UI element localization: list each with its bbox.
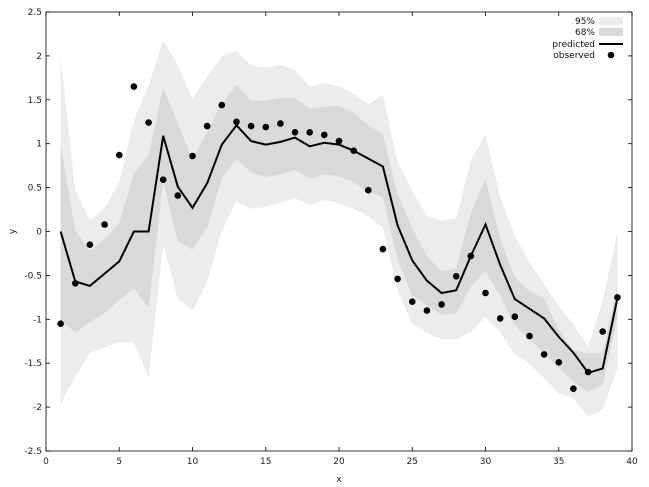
observed-point — [394, 275, 401, 283]
x-tick-label: 35 — [553, 457, 564, 467]
observed-point — [467, 252, 475, 260]
x-tick-label: 40 — [626, 457, 638, 467]
observed-point — [130, 83, 138, 90]
x-tick-label: 25 — [407, 457, 418, 467]
predicted-line — [59, 123, 619, 375]
y-tick-label: -1 — [33, 315, 42, 325]
observed-point — [218, 101, 226, 109]
y-tick-label: -1.5 — [24, 359, 42, 369]
observed-point — [365, 186, 372, 194]
observed-point — [511, 313, 519, 321]
observed-point — [599, 328, 606, 335]
legend-swatch-68 — [599, 28, 623, 36]
observed-point — [203, 122, 211, 130]
x-tick-label: 5 — [116, 457, 122, 467]
band-68-area — [60, 84, 618, 393]
observed-point — [482, 289, 489, 297]
x-axis-ticks: 0 5 10 15 20 25 30 35 40 — [43, 12, 638, 467]
observed-point — [584, 368, 592, 376]
y-tick-label: 2 — [36, 52, 42, 62]
x-tick-label: 15 — [260, 457, 271, 467]
observed-point — [350, 147, 358, 154]
band-95-layer — [60, 40, 618, 417]
legend-label: 95% — [575, 17, 595, 27]
observed-point — [540, 351, 548, 358]
band-95-area — [60, 40, 618, 417]
legend-label: predicted — [552, 40, 595, 50]
observed-point — [321, 131, 328, 139]
y-tick-label: 1.5 — [28, 96, 42, 106]
y-tick-label: 2.5 — [28, 8, 42, 18]
x-axis-label: x — [336, 475, 342, 485]
observed-point — [452, 273, 460, 280]
x-tick-label: 20 — [333, 457, 345, 467]
observed-point — [72, 280, 79, 287]
observed-point — [335, 137, 343, 145]
observed-point — [101, 221, 108, 228]
observed-point — [189, 152, 196, 160]
y-axis-label: y — [8, 228, 18, 234]
y-axis-ticks: -2.5 -2 -1.5 -1 -0.5 0 0.5 1 1.5 2 2.5 — [24, 8, 632, 457]
band-68-layer — [60, 84, 618, 393]
x-tick-label: 10 — [187, 457, 199, 467]
observed-point — [438, 301, 445, 308]
observed-point — [291, 129, 299, 136]
observed-point — [277, 120, 284, 127]
observed-point — [116, 151, 123, 159]
observed-point — [233, 118, 240, 126]
legend-label: observed — [553, 51, 595, 61]
y-tick-label: -2.5 — [24, 447, 42, 457]
observed-point — [570, 385, 577, 393]
x-tick-label: 0 — [43, 457, 49, 467]
predicted-line-layer — [59, 123, 619, 375]
observed-point — [379, 245, 387, 253]
observed-point — [145, 119, 152, 126]
y-tick-label: 0.5 — [28, 184, 42, 194]
legend-marker-swatch — [607, 51, 615, 59]
legend-label: 68% — [575, 28, 595, 38]
observed-points-layer — [57, 83, 621, 393]
observed-point — [614, 294, 621, 301]
observed-point — [306, 129, 314, 136]
x-tick-label: 30 — [480, 457, 492, 467]
observed-point — [159, 176, 167, 183]
observed-point — [555, 359, 563, 366]
y-tick-label: 1 — [36, 140, 42, 150]
observed-point — [496, 315, 504, 322]
observed-point — [409, 298, 416, 306]
observed-point — [423, 307, 431, 314]
observed-point — [86, 241, 94, 248]
observed-point — [174, 192, 182, 199]
observed-point — [262, 123, 270, 131]
observed-point — [57, 320, 64, 328]
observed-point — [247, 122, 255, 130]
y-tick-label: 0 — [36, 228, 42, 238]
y-tick-label: -2 — [33, 403, 42, 413]
observed-point — [526, 332, 533, 340]
legend-swatch-95 — [599, 17, 623, 25]
y-tick-label: -0.5 — [24, 271, 42, 281]
